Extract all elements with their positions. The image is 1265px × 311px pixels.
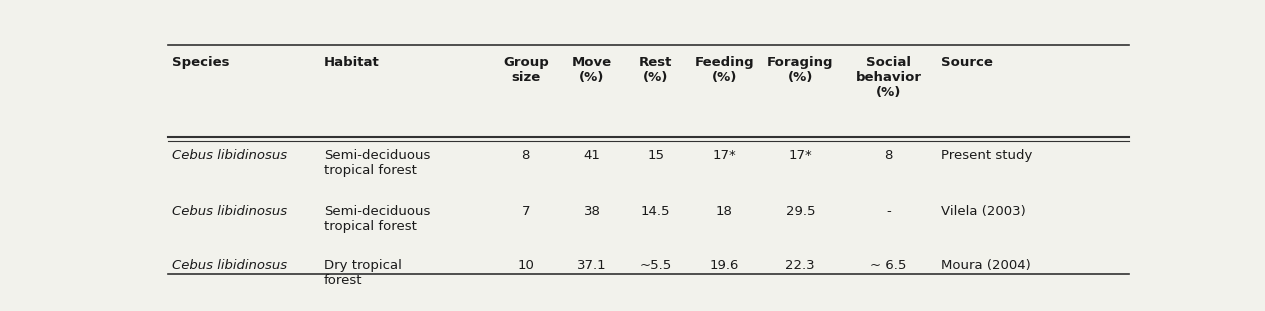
Text: 8: 8 — [884, 149, 893, 162]
Text: Semi-deciduous
tropical forest: Semi-deciduous tropical forest — [324, 149, 430, 177]
Text: 17*: 17* — [712, 149, 736, 162]
Text: Species: Species — [172, 57, 229, 69]
Text: Dry tropical
forest: Dry tropical forest — [324, 259, 402, 287]
Text: Foraging
(%): Foraging (%) — [767, 57, 834, 85]
Text: 38: 38 — [583, 205, 601, 218]
Text: 19.6: 19.6 — [710, 259, 739, 272]
Text: 8: 8 — [521, 149, 530, 162]
Text: Cebus libidinosus: Cebus libidinosus — [172, 205, 287, 218]
Text: Vilela (2003): Vilela (2003) — [941, 205, 1026, 218]
Text: ~ 6.5: ~ 6.5 — [870, 259, 907, 272]
Text: 41: 41 — [583, 149, 601, 162]
Text: Cebus libidinosus: Cebus libidinosus — [172, 149, 287, 162]
Text: Semi-deciduous
tropical forest: Semi-deciduous tropical forest — [324, 205, 430, 233]
Text: 7: 7 — [521, 205, 530, 218]
Text: 14.5: 14.5 — [641, 205, 670, 218]
Text: Move
(%): Move (%) — [572, 57, 612, 85]
Text: Rest
(%): Rest (%) — [639, 57, 673, 85]
Text: 17*: 17* — [788, 149, 812, 162]
Text: ~5.5: ~5.5 — [640, 259, 672, 272]
Text: Moura (2004): Moura (2004) — [941, 259, 1031, 272]
Text: 37.1: 37.1 — [577, 259, 607, 272]
Text: Habitat: Habitat — [324, 57, 380, 69]
Text: 15: 15 — [648, 149, 664, 162]
Text: 10: 10 — [517, 259, 534, 272]
Text: -: - — [886, 205, 891, 218]
Text: 29.5: 29.5 — [786, 205, 815, 218]
Text: 22.3: 22.3 — [786, 259, 815, 272]
Text: Social
behavior
(%): Social behavior (%) — [855, 57, 921, 100]
Text: Cebus libidinosus: Cebus libidinosus — [172, 259, 287, 272]
Text: Source: Source — [941, 57, 993, 69]
Text: Group
size: Group size — [503, 57, 549, 85]
Text: Present study: Present study — [941, 149, 1032, 162]
Text: Feeding
(%): Feeding (%) — [694, 57, 754, 85]
Text: 18: 18 — [716, 205, 732, 218]
